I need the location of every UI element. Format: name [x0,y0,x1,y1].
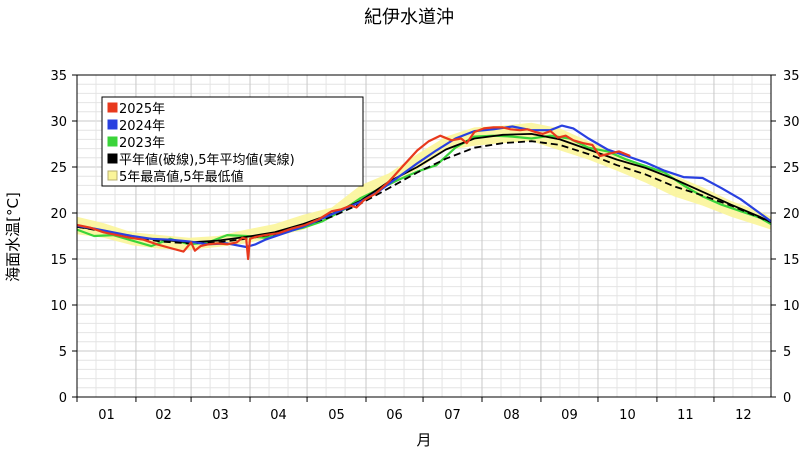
grid-lines [77,74,771,398]
x-tick-label: 09 [561,408,578,423]
legend-swatch-2025 [107,102,118,113]
range-band [77,122,771,250]
legend-swatch-range [107,170,118,181]
x-tick-label: 03 [212,408,229,423]
series-layer [76,124,772,261]
y-tick-label-right: 15 [783,253,800,268]
y-tick-label-left: 10 [50,299,67,314]
x-tick-label: 10 [619,408,636,423]
y-tick-label-right: 10 [783,299,800,314]
legend-box [101,96,364,187]
x-tick-label: 08 [503,408,520,423]
x-tick-label: 07 [444,408,461,423]
y-tick-label-right: 5 [783,345,791,360]
y-tick-label-right: 30 [783,115,800,130]
legend-label: 5年最高値,5年最低値 [119,169,244,185]
y-tick-label-right: 20 [783,207,800,222]
x-tick-label: 04 [270,408,287,423]
x-axis-title: 月 [416,431,431,449]
range-band-layer [77,122,771,250]
normal-line [76,140,772,245]
plot-frame [76,74,772,398]
legend-label: 2025年 [119,102,165,117]
x-tick-label: 11 [677,408,694,423]
x-tick-label: 05 [328,408,345,423]
y-tick-label-left: 30 [50,115,67,130]
x-tick-label: 02 [155,408,172,423]
legend-swatch-normal [107,153,118,164]
y-tick-label-right: 35 [783,69,800,84]
y-tick-label-left: 35 [50,69,67,84]
legend: 2025年 2024年 2023年平年値(破線),5年平均値(実線)5年最高値,5年… [101,96,364,187]
legend-label: 2024年 [119,119,165,134]
y-tick-label-left: 25 [50,161,67,176]
series-2024-line [76,124,772,249]
legend-label: 平年値(破線),5年平均値(実線) [119,152,295,168]
x-tick-label: 01 [98,408,115,423]
series-2025-line [76,126,631,261]
x-tick-label: 12 [735,408,752,423]
y-tick-label-left: 15 [50,253,67,268]
y-axis-title: 海面水温[°C] [4,192,22,282]
x-tick-label: 06 [386,408,403,423]
y-tick-label-left: 20 [50,207,67,222]
y-tick-label-right: 25 [783,161,800,176]
y-tick-label-right: 0 [783,391,791,406]
legend-label: 2023年 [119,136,165,151]
y-tick-label-left: 5 [59,345,67,360]
legend-swatch-2023 [107,136,118,147]
chart-title: 紀伊水道沖 [364,7,454,28]
legend-swatch-2024 [107,119,118,130]
y-tick-label-left: 0 [59,391,67,406]
